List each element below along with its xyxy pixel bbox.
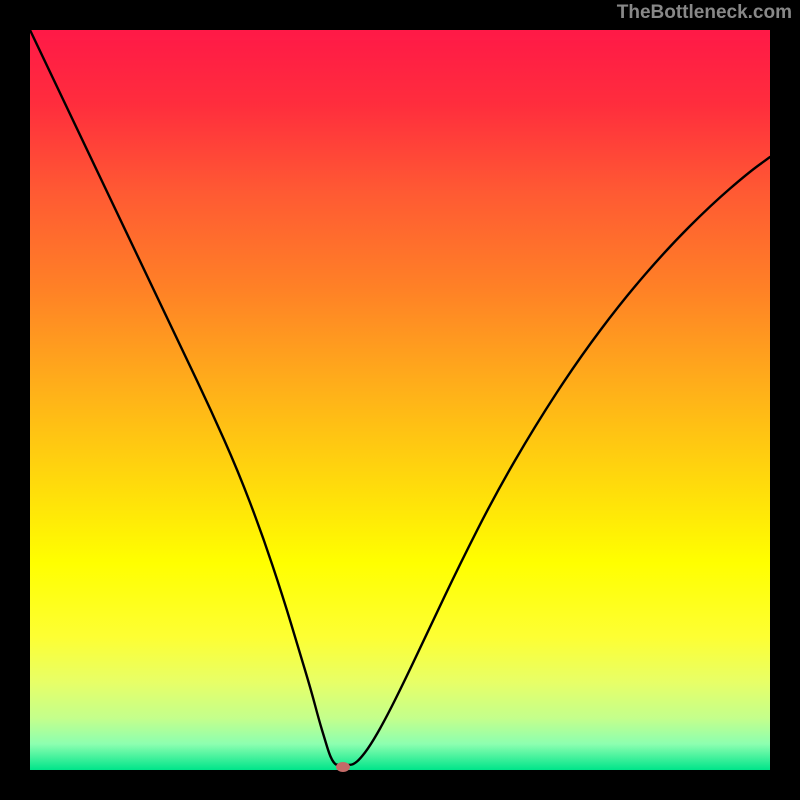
chart-frame: TheBottleneck.com <box>0 0 800 800</box>
plot-area <box>30 30 770 770</box>
plot-svg <box>30 30 770 770</box>
watermark-text: TheBottleneck.com <box>617 2 792 24</box>
gradient-background <box>30 30 770 770</box>
